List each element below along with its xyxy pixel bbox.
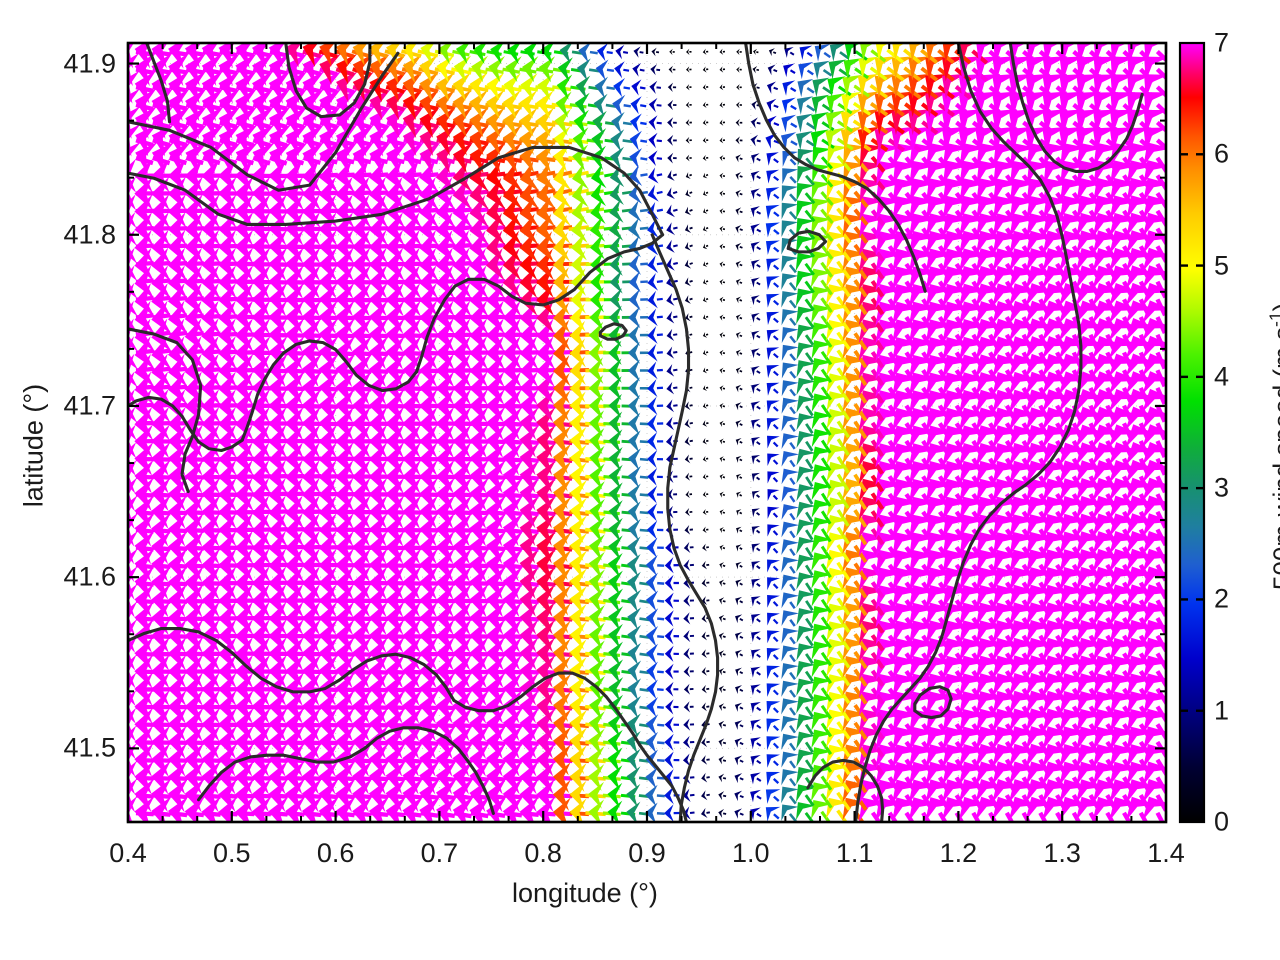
colorbar-tick-label: 4 (1214, 361, 1230, 392)
x-axis-label: longitude (°) (512, 878, 658, 908)
colorbar-label: 500m-wind speed (m s-1) (1266, 286, 1280, 606)
x-tick-label: 1.3 (1043, 838, 1081, 868)
y-tick-label: 41.9 (63, 48, 116, 79)
coastline-contours (128, 43, 1144, 822)
colorbar-ticks (1180, 153, 1204, 712)
x-tick-label: 0.7 (420, 838, 459, 868)
colorbar-label-prefix: 500m-wind speed (m s (1267, 327, 1280, 591)
colorbar-tick-label: 2 (1214, 583, 1230, 614)
colorbar-gradient (1178, 41, 1206, 824)
x-tick-label: 1.1 (835, 838, 874, 868)
y-tick-label: 41.5 (63, 732, 116, 763)
y-tick-label: 41.6 (63, 561, 116, 592)
colorbar-tick-label: 3 (1214, 472, 1230, 503)
y-axis-label: latitude (°) (18, 383, 49, 508)
colorbar-tick-label: 5 (1214, 250, 1230, 281)
x-tick-label: 1.2 (939, 838, 978, 868)
y-axis-ticks (128, 62, 1166, 750)
colorbar-tick-label: 6 (1214, 138, 1230, 169)
x-tick-label: 0.5 (213, 838, 251, 868)
colorbar-label-suffix: ) (1267, 303, 1280, 312)
colorbar-tick-label: 1 (1214, 695, 1230, 726)
x-tick-label: 0.6 (316, 838, 355, 868)
x-tick-label: 1.0 (732, 838, 770, 868)
wind-vector-field (128, 43, 1166, 822)
x-axis-ticks (126, 43, 1168, 822)
colorbar-label-exponent: -1 (1265, 311, 1280, 328)
x-tick-label: 0.9 (628, 838, 666, 868)
x-tick-label: 0.4 (109, 838, 147, 868)
colorbar-tick-label: 7 (1214, 27, 1230, 58)
x-tick-label: 1.4 (1147, 838, 1185, 868)
y-tick-label: 41.7 (63, 390, 116, 421)
colorbar-tick-label: 0 (1214, 806, 1230, 837)
y-tick-label: 41.8 (63, 219, 116, 250)
x-tick-label: 0.8 (524, 838, 562, 868)
